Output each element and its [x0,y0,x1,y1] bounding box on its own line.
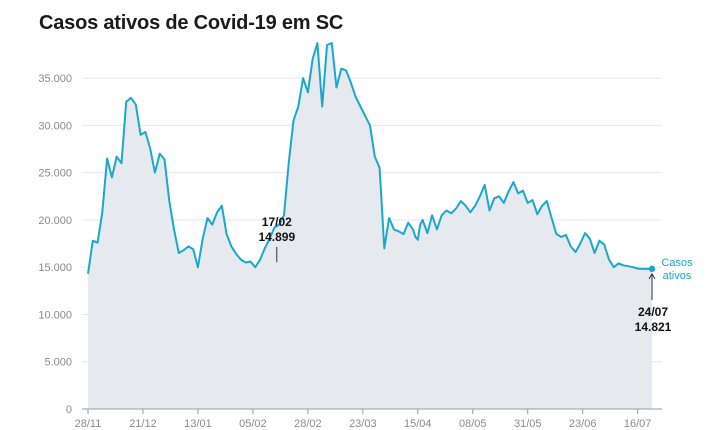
y-tick-label: 35.000 [38,73,72,85]
y-tick-label: 25.000 [38,168,72,180]
x-tick-label: 23/03 [349,418,377,430]
x-tick-label: 15/04 [404,418,432,430]
x-tick-label: 28/11 [75,418,102,430]
x-tick-label: 21/12 [129,418,157,430]
y-tick-label: 30.000 [38,120,72,132]
x-tick-label: 28/02 [294,418,322,430]
annotation-value: 14.821 [635,320,672,334]
x-tick-label: 31/05 [514,418,542,430]
annotation-date: 24/07 [638,305,668,319]
series-label: ativos [663,270,692,282]
axis-layer: 0 5.000 10.000 15.000 20.000 25.000 30.000 35.0… [38,73,662,430]
end-point-marker [648,265,656,273]
y-tick-label: 10.000 [38,309,72,321]
x-tick-label: 08/05 [459,418,487,430]
annotation-arrow-head [648,272,656,280]
x-tick-label: 05/02 [239,418,267,430]
y-tick-label: 15.000 [38,262,72,274]
annotation-value: 14.899 [258,230,295,244]
y-tick-label: 5.000 [44,357,72,369]
y-tick-label: 20.000 [38,215,72,227]
series-area-fill [88,43,652,409]
area-layer [87,42,652,409]
x-tick-label: 16/07 [624,418,652,430]
chart-title: Casos ativos de Covid-19 em SC [39,12,344,34]
x-tick-label: 23/06 [569,418,597,430]
x-tick-label: 13/01 [184,418,212,430]
series-label: Casos [661,257,693,269]
series-line [87,42,652,274]
y-tick-label: 0 [66,404,72,416]
annotation-date: 17/02 [262,215,292,229]
